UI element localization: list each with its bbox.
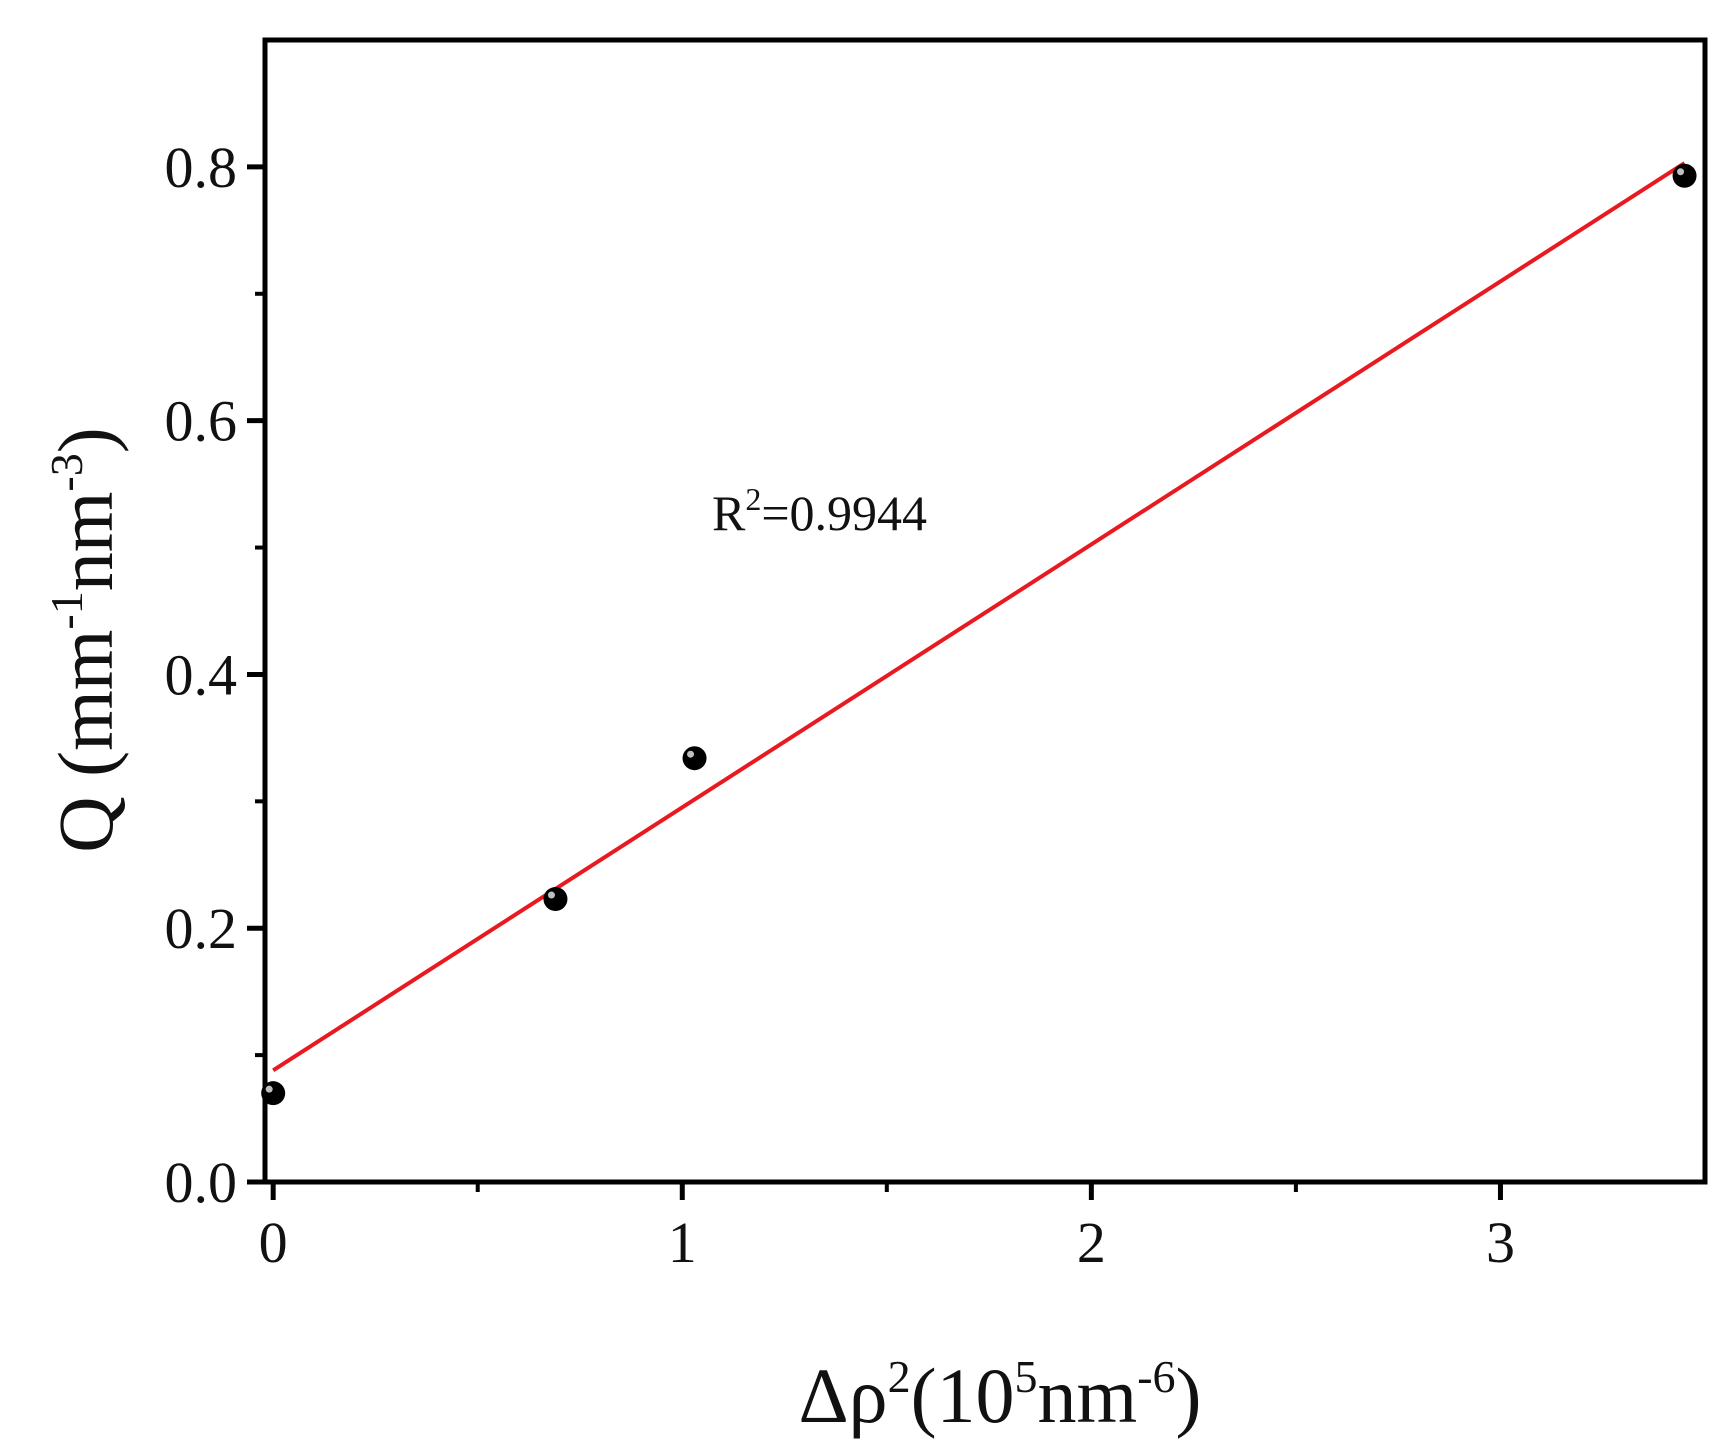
y-tick-label: 0.2 — [165, 896, 238, 961]
x-tick-label: 0 — [259, 1210, 288, 1275]
x-axis-ticks: 0 1 2 3 — [259, 1182, 1515, 1275]
data-point — [682, 746, 707, 771]
r-squared-annotation: R2=0.9944 — [712, 481, 927, 541]
data-points — [261, 163, 1697, 1106]
y-axis-title: Q (mm-1nm-3) — [41, 427, 129, 852]
data-point — [1672, 163, 1697, 188]
data-point — [543, 887, 568, 912]
plot-border — [262, 37, 1708, 1185]
x-axis-title: Δρ2(105nm-6) — [798, 1351, 1201, 1439]
y-tick-label: 0.4 — [165, 642, 238, 707]
y-tick-label: 0.8 — [165, 135, 238, 200]
y-tick-label: 0.0 — [165, 1150, 238, 1215]
fit-line — [272, 161, 1686, 1073]
x-tick-label: 2 — [1077, 1210, 1106, 1275]
fit-line-group — [272, 161, 1686, 1073]
plot-frame — [262, 37, 1708, 1185]
x-tick-label: 1 — [668, 1210, 697, 1275]
y-tick-label: 0.6 — [165, 389, 238, 454]
data-point — [261, 1081, 286, 1106]
y-axis-ticks: 0.0 0.2 0.4 0.6 0.8 — [165, 135, 265, 1215]
x-tick-label: 3 — [1486, 1210, 1515, 1275]
